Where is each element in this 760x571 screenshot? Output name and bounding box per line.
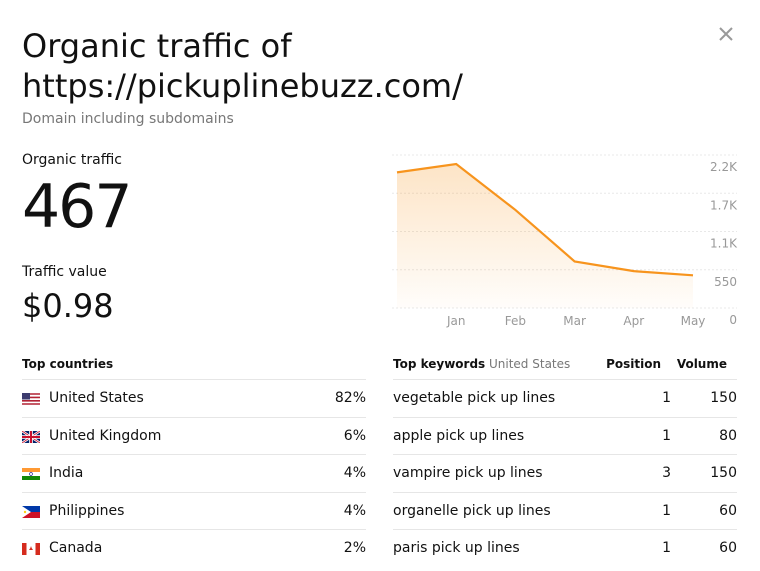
- table-heading: Top countries: [22, 357, 114, 371]
- flag: [22, 505, 40, 518]
- keyword-volume: 150: [710, 390, 737, 406]
- y-tick-label: 550: [714, 275, 737, 289]
- keyword: vegetable pick up lines: [393, 390, 556, 406]
- keyword-position: 1: [662, 390, 671, 406]
- keyword-position: 1: [662, 502, 671, 519]
- country-name: Canada: [49, 540, 103, 557]
- keyword: paris pick up lines: [393, 540, 520, 557]
- subtitle: Domain including subdomains: [22, 111, 234, 127]
- metric-label: Organic traffic: [22, 152, 122, 168]
- metric-label: Traffic value: [22, 264, 107, 280]
- metric-value: $0.98: [22, 287, 114, 325]
- x-tick-label: Mar: [563, 314, 586, 328]
- keyword: organelle pick up lines: [393, 502, 551, 519]
- metric-value: 467: [22, 172, 133, 242]
- keyword-volume: 150: [710, 465, 737, 482]
- keyword: apple pick up lines: [393, 427, 525, 444]
- country-row: United States 82%: [22, 379, 366, 417]
- keyword-position: 3: [662, 465, 671, 482]
- keyword-row: vampire pick up lines 3 150: [393, 454, 737, 492]
- flag: [22, 468, 40, 481]
- country-name: United States: [49, 390, 144, 406]
- x-tick-label: Feb: [505, 314, 526, 328]
- y-tick-label: 0: [729, 313, 737, 327]
- close-button[interactable]: [718, 26, 734, 42]
- flag: [22, 543, 40, 556]
- country-share: 2%: [343, 540, 366, 557]
- flag: [22, 430, 40, 443]
- keyword-row: vegetable pick up lines 1 150: [393, 379, 737, 417]
- keyword-volume: 80: [719, 427, 737, 444]
- country-share: 4%: [343, 465, 366, 482]
- title: Organic traffic of https://pickuplinebuz…: [22, 27, 463, 105]
- country-row: India 4%: [22, 454, 366, 492]
- keyword-row: apple pick up lines 1 80: [393, 416, 737, 455]
- country-row: United Kingdom 6%: [22, 416, 366, 455]
- country-name: Philippines: [49, 502, 125, 519]
- keyword-row: organelle pick up lines 1 60: [393, 491, 737, 530]
- keyword: vampire pick up lines: [393, 465, 543, 482]
- keyword-volume: 60: [719, 502, 737, 519]
- keyword-position: 1: [662, 540, 671, 557]
- flag: [22, 393, 40, 405]
- x-tick-label: May: [681, 314, 706, 328]
- country-name: United Kingdom: [49, 427, 162, 444]
- keyword-position: 1: [662, 427, 671, 444]
- country-name: India: [49, 465, 84, 482]
- keyword-volume: 60: [719, 540, 737, 557]
- country-share: 6%: [343, 427, 366, 444]
- table-heading: Top keywords: [393, 357, 486, 371]
- keyword-row: paris pick up lines 1 60: [393, 529, 737, 567]
- country-row: Philippines 4%: [22, 491, 366, 530]
- line: [396, 162, 694, 277]
- y-tick-label: 1.1K: [710, 237, 738, 251]
- country-share: 4%: [343, 502, 366, 519]
- y-tick-label: 2.2K: [710, 160, 738, 174]
- country-row: Canada 2%: [22, 529, 366, 567]
- x-tick-label: Apr: [623, 314, 644, 328]
- filter: United States: [489, 357, 571, 371]
- column-heading: Position: [606, 357, 661, 371]
- y-tick-label: 1.7K: [710, 198, 738, 212]
- traffic-chart: 0 550 1.1K 1.7K 2.2K Jan Feb Mar Apr May: [392, 154, 738, 328]
- x-tick-label: Jan: [446, 314, 466, 328]
- country-share: 82%: [334, 390, 366, 406]
- column-heading: Volume: [676, 357, 727, 371]
